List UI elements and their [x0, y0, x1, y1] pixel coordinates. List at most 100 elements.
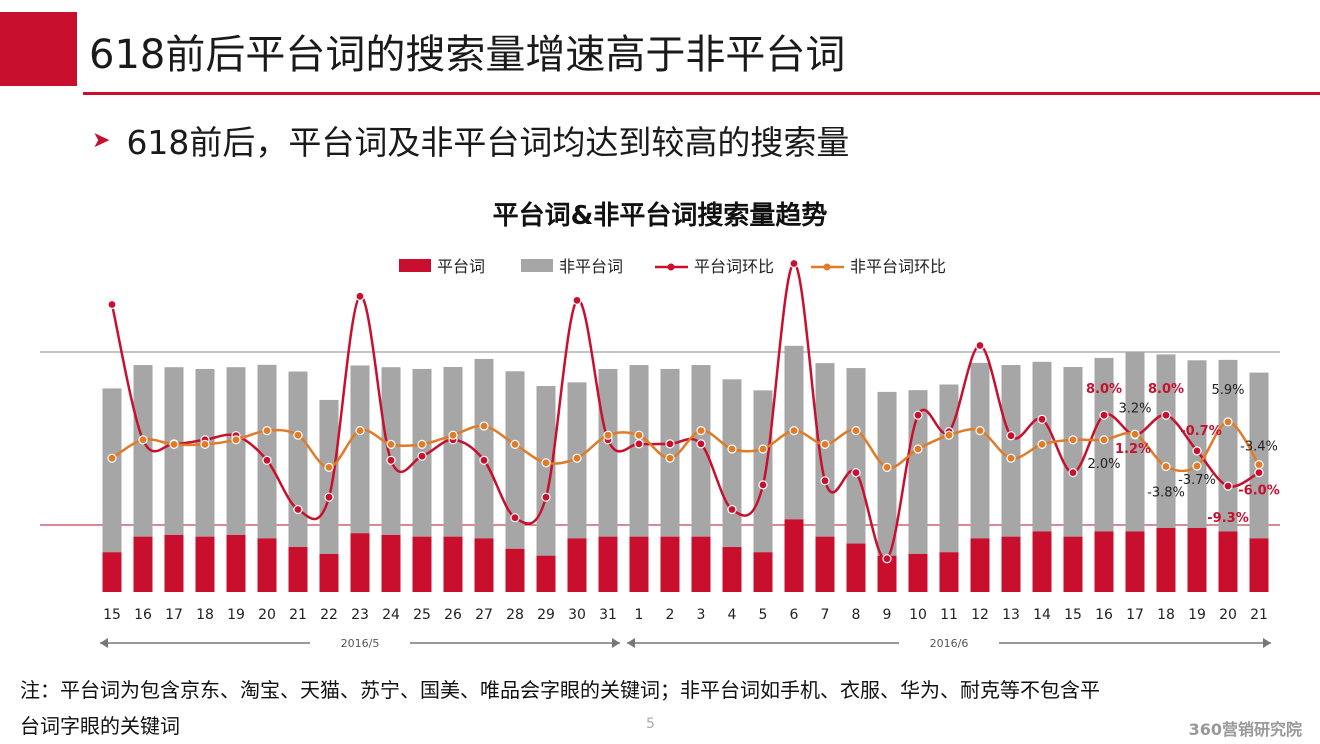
- bar-non-platform: [877, 391, 897, 556]
- data-label-non-platform-mom: 5.9%: [1211, 383, 1244, 398]
- bar-platform: [319, 553, 339, 592]
- point-non-platform-mom: [1192, 461, 1202, 471]
- bar-non-platform: [1125, 352, 1145, 532]
- bar-platform: [350, 533, 370, 592]
- point-platform-mom: [913, 410, 923, 420]
- data-label-platform-mom: 1.2%: [1115, 442, 1151, 457]
- legend-label-platform-mom: 平台词环比: [694, 257, 774, 276]
- bar-platform: [1094, 531, 1114, 592]
- point-non-platform-mom: [727, 444, 737, 454]
- x-tick-label: 7: [821, 607, 830, 623]
- x-tick-label: 9: [883, 607, 892, 623]
- bullet-point: ➤ 618前后，平台词及非平台词均达到较高的搜索量: [92, 116, 849, 164]
- legend-swatch-platform: [399, 259, 431, 272]
- bullet-text: 618前后，平台词及非平台词均达到较高的搜索量: [126, 123, 850, 162]
- bar-non-platform: [474, 358, 494, 539]
- month-label: 2016/6: [930, 637, 969, 650]
- x-tick-label: 17: [165, 607, 183, 623]
- data-label-non-platform-mom: -3.8%: [1147, 485, 1185, 500]
- bar-platform: [102, 552, 122, 592]
- point-non-platform-mom: [324, 462, 334, 472]
- x-tick-label: 13: [1002, 607, 1020, 623]
- line-platform-mom: [110, 262, 1260, 561]
- bar-non-platform: [1249, 372, 1269, 539]
- x-tick-label: 31: [599, 607, 617, 623]
- data-label-platform-mom: -0.7%: [1180, 424, 1221, 439]
- month-label: 2016/5: [341, 637, 380, 650]
- bar-platform: [381, 534, 401, 592]
- bar-non-platform: [505, 371, 525, 549]
- x-tick-label: 28: [506, 607, 524, 623]
- x-tick-label: 1: [635, 607, 644, 623]
- bar-platform: [443, 536, 463, 592]
- bar-non-platform: [133, 365, 153, 537]
- point-non-platform-mom: [479, 421, 489, 431]
- bar-platform: [970, 538, 990, 592]
- bar-platform: [474, 538, 494, 592]
- bar-non-platform: [815, 363, 835, 537]
- month-range-arrow-right: [1263, 638, 1271, 648]
- bar-non-platform: [1094, 357, 1114, 532]
- point-platform-mom: [417, 451, 427, 461]
- point-platform-mom: [355, 291, 365, 301]
- point-platform-mom: [789, 258, 799, 269]
- bar-non-platform: [257, 364, 277, 539]
- x-tick-label: 18: [196, 607, 214, 623]
- point-platform-mom: [1161, 410, 1171, 420]
- x-tick-label: 18: [1157, 607, 1175, 623]
- point-platform-mom: [727, 504, 737, 515]
- bar-platform: [908, 553, 928, 592]
- bar-non-platform: [288, 371, 308, 548]
- bar-platform: [939, 552, 959, 592]
- title-divider: [83, 92, 1320, 95]
- point-platform-mom: [851, 468, 861, 478]
- point-platform-mom: [696, 439, 706, 449]
- point-non-platform-mom: [975, 426, 985, 436]
- bar-non-platform: [1156, 354, 1176, 528]
- point-non-platform-mom: [1037, 439, 1047, 449]
- bar-non-platform: [970, 362, 990, 539]
- point-platform-mom: [386, 455, 396, 465]
- point-platform-mom: [1223, 481, 1233, 491]
- x-tick-label: 14: [1033, 607, 1051, 623]
- brand-label: 360营销研究院: [1188, 720, 1302, 739]
- bar-non-platform: [350, 365, 370, 534]
- point-platform-mom: [1254, 468, 1264, 478]
- x-tick-label: 15: [103, 607, 121, 623]
- point-non-platform-mom: [665, 453, 675, 463]
- bar-platform: [1063, 536, 1083, 592]
- x-tick-label: 19: [1188, 607, 1206, 623]
- point-non-platform-mom: [541, 458, 551, 468]
- bar-platform: [691, 536, 711, 592]
- bar-platform: [1001, 536, 1021, 592]
- point-non-platform-mom: [1161, 461, 1171, 472]
- point-platform-mom: [1192, 446, 1202, 456]
- data-label-platform-mom: -9.3%: [1207, 511, 1248, 526]
- point-non-platform-mom: [169, 439, 179, 449]
- point-non-platform-mom: [789, 426, 799, 436]
- point-non-platform-mom: [851, 426, 861, 436]
- point-platform-mom: [510, 513, 520, 523]
- bar-non-platform: [443, 366, 463, 537]
- bar-non-platform: [722, 379, 742, 548]
- data-label-non-platform-mom: 2.0%: [1087, 457, 1120, 472]
- point-platform-mom: [107, 299, 117, 310]
- point-platform-mom: [1068, 468, 1078, 478]
- point-platform-mom: [572, 295, 582, 305]
- x-tick-label: 20: [258, 607, 276, 623]
- bar-platform: [1156, 527, 1176, 592]
- point-platform-mom: [665, 439, 675, 449]
- point-platform-mom: [1037, 414, 1047, 424]
- x-tick-label: 23: [351, 607, 369, 623]
- point-non-platform-mom: [820, 439, 830, 449]
- bar-platform: [877, 555, 897, 592]
- bar-platform: [629, 536, 649, 592]
- chart-title: 平台词&非平台词搜索量趋势: [493, 200, 828, 231]
- bar-platform: [133, 536, 153, 592]
- bar-non-platform: [319, 399, 339, 554]
- x-tick-label: 30: [568, 607, 586, 623]
- point-non-platform-mom: [1223, 417, 1233, 427]
- x-tick-label: 6: [790, 607, 799, 623]
- x-tick-label: 8: [852, 607, 861, 623]
- data-label-platform-mom: 8.0%: [1086, 382, 1122, 397]
